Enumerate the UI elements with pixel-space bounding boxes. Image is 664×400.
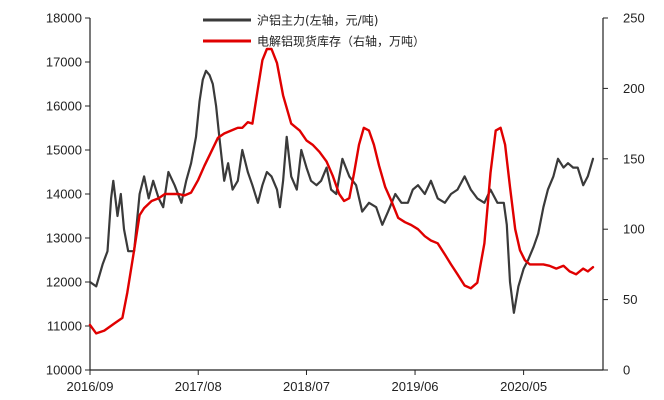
x-tick-label: 2018/07: [283, 379, 330, 394]
y-right-tick-label: 250: [623, 11, 645, 26]
axes: 10000 11000 12000 13000 14000 15000 16000 17000…: [46, 11, 645, 395]
y-right-tick-label: 150: [623, 151, 645, 166]
x-tick-label: 2020/05: [500, 379, 547, 394]
y-right-tick-label: 200: [623, 81, 645, 96]
legend-label-2: 电解铝现货库存（右轴，万吨）: [257, 34, 425, 49]
y-left-tick-label: 16000: [46, 99, 82, 114]
y-right-tick-label: 100: [623, 222, 645, 237]
y-right-tick-label: 0: [623, 363, 630, 378]
x-tick-label: 2016/09: [67, 379, 114, 394]
y-left-tick-label: 10000: [46, 363, 82, 378]
y-left-tick-label: 18000: [46, 11, 82, 26]
y-left-tick-label: 15000: [46, 143, 82, 158]
x-tick-label: 2019/06: [392, 379, 439, 394]
y-left-tick-label: 14000: [46, 187, 82, 202]
y-right-tick-label: 50: [623, 292, 637, 307]
y-left-tick-label: 17000: [46, 55, 82, 70]
series-line-1: [88, 69, 595, 314]
series-layer: [88, 47, 595, 335]
x-tick-label: 2017/08: [175, 379, 222, 394]
y-left-tick-label: 13000: [46, 231, 82, 246]
y-left-tick-label: 12000: [46, 275, 82, 290]
legend-label-1: 沪铝主力(左轴，元/吨): [257, 13, 378, 28]
y-left-tick-label: 11000: [47, 319, 82, 334]
series-line-2: [88, 47, 595, 335]
legend: 沪铝主力(左轴，元/吨) 电解铝现货库存（右轴，万吨）: [203, 13, 425, 49]
